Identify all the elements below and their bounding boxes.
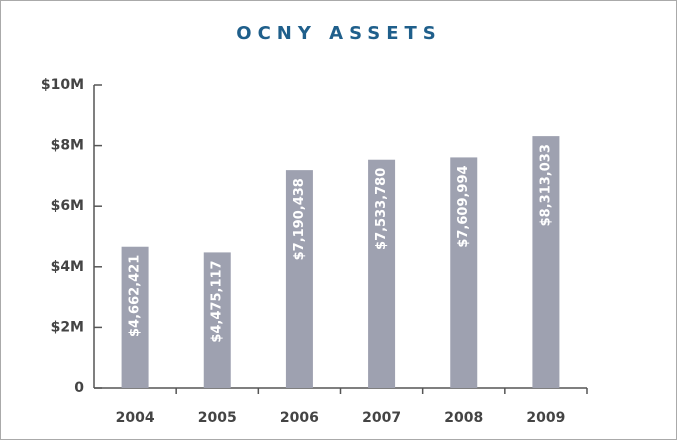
bar: [368, 159, 396, 388]
value-label: $8,313,033: [538, 144, 553, 226]
y-tick-label: $4M: [51, 259, 84, 275]
value-label: $4,662,421: [128, 255, 143, 337]
x-tick-label: 2005: [198, 410, 237, 426]
value-label: $7,609,994: [456, 165, 471, 247]
value-label: $7,190,438: [292, 178, 307, 260]
x-tick-label: 2007: [362, 410, 401, 426]
bar: [532, 136, 560, 388]
value-label: $4,475,117: [210, 260, 225, 342]
x-tick-label: 2008: [444, 410, 483, 426]
y-tick-label: $2M: [51, 319, 84, 335]
y-tick-label: 0: [74, 380, 84, 396]
y-tick-label: $6M: [51, 198, 84, 214]
bar: [203, 252, 231, 388]
y-tick-label: $10M: [41, 77, 84, 93]
bar: [285, 170, 313, 388]
bar: [121, 246, 149, 388]
x-tick-label: 2006: [280, 410, 319, 426]
y-tick-label: $8M: [51, 138, 84, 154]
x-tick-label: 2009: [526, 410, 565, 426]
chart-title: OCNY ASSETS: [236, 23, 441, 44]
x-tick-label: 2004: [116, 410, 155, 426]
bar: [450, 157, 478, 388]
value-label: $7,533,780: [374, 168, 389, 250]
